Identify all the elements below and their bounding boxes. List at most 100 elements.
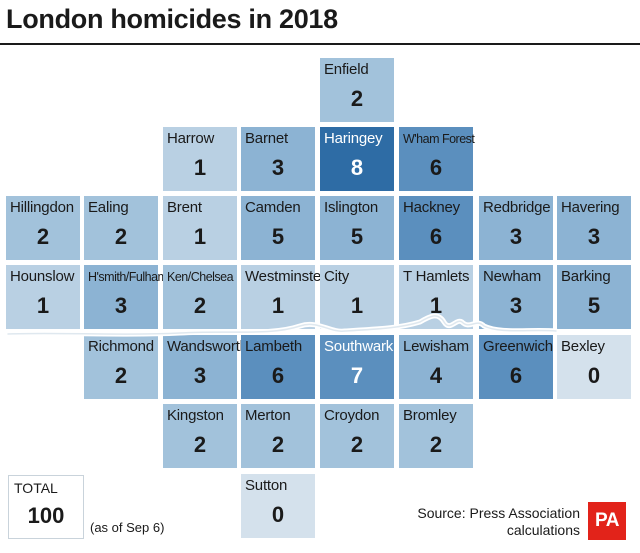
borough-tile-lewisham: Lewisham 4 [399,335,473,399]
borough-tile-westminster: Westminster1 [241,265,315,329]
borough-value: 3 [163,363,237,389]
borough-tile-t-hamlets: T Hamlets 1 [399,265,473,329]
total-value: 100 [9,503,83,529]
borough-tile-enfield: Enfield 2 [320,58,394,122]
borough-name: Islington [324,199,378,216]
borough-tile-city: City1 [320,265,394,329]
borough-value: 3 [241,155,315,181]
borough-value: 3 [479,224,553,250]
borough-tile-havering: Havering3 [557,196,631,260]
borough-name: Hounslow [10,268,74,285]
borough-name: Lewisham [403,338,469,355]
borough-value: 2 [320,432,394,458]
borough-name: Haringey [324,130,382,147]
borough-value: 6 [399,224,473,250]
borough-value: 2 [320,86,394,112]
borough-tile-barking: Barking 5 [557,265,631,329]
borough-value: 6 [479,363,553,389]
borough-value: 6 [241,363,315,389]
borough-tile-hackney: Hackney 6 [399,196,473,260]
borough-name: Ken/Chelsea [167,270,233,284]
borough-value: 8 [320,155,394,181]
borough-value: 7 [320,363,394,389]
total-box: TOTAL 100 [8,475,84,539]
borough-tile-brent: Brent 1 [163,196,237,260]
borough-name: Barking [561,268,610,285]
borough-tile-ealing: Ealing 2 [84,196,158,260]
borough-name: Hackney [403,199,460,216]
borough-value: 1 [241,293,315,319]
borough-tile-ken-chelsea: Ken/Chelsea 2 [163,265,237,329]
borough-name: Bexley [561,338,605,355]
borough-name: Camden [245,199,301,216]
borough-value: 2 [84,363,158,389]
borough-name: Croydon [324,407,379,424]
borough-tile-islington: Islington 5 [320,196,394,260]
borough-value: 1 [6,293,80,319]
title-rule [0,43,640,45]
borough-name: Redbridge [483,199,550,216]
borough-name: Bromley [403,407,457,424]
borough-name: Havering [561,199,619,216]
borough-value: 4 [399,363,473,389]
borough-name: H'smith/Fulham [88,270,167,284]
borough-name: Southwark [324,338,393,355]
borough-tile-harrow: Harrow 1 [163,127,237,191]
borough-value: 2 [6,224,80,250]
pa-logo: PA [588,502,626,540]
borough-value: 5 [557,293,631,319]
borough-name: Westminster [245,268,326,285]
borough-value: 5 [320,224,394,250]
borough-name: Richmond [88,338,154,355]
borough-tile-merton: Merton 2 [241,404,315,468]
borough-value: 2 [241,432,315,458]
borough-name: Wandsworth [167,338,248,355]
borough-value: 2 [84,224,158,250]
borough-tile-w-ham-forest: W'ham Forest6 [399,127,473,191]
borough-tile-camden: Camden 5 [241,196,315,260]
borough-name: Newham [483,268,541,285]
source-line-1: Source: Press Association [417,505,580,522]
borough-name: Ealing [88,199,129,216]
borough-value: 1 [163,155,237,181]
borough-name: Merton [245,407,291,424]
borough-tile-barnet: Barnet3 [241,127,315,191]
borough-tile-hounslow: Hounslow 1 [6,265,80,329]
borough-tile-kingston: Kingston 2 [163,404,237,468]
borough-tile-richmond: Richmond 2 [84,335,158,399]
borough-name: Enfield [324,61,368,78]
borough-value: 5 [241,224,315,250]
borough-name: W'ham Forest [403,132,474,146]
borough-name: City [324,268,349,285]
borough-name: T Hamlets [403,268,469,285]
borough-value: 3 [479,293,553,319]
borough-tile-bromley: Bromley 2 [399,404,473,468]
borough-tile-haringey: Haringey 8 [320,127,394,191]
borough-tile-newham: Newham 3 [479,265,553,329]
borough-name: Greenwich [483,338,553,355]
source-note: Source: Press Association calculations [417,505,580,539]
borough-name: Hillingdon [10,199,74,216]
borough-tile-sutton: Sutton0 [241,474,315,538]
borough-value: 0 [557,363,631,389]
total-label: TOTAL [14,480,58,496]
borough-value: 0 [241,502,315,528]
borough-tile-wandsworth: Wandsworth3 [163,335,237,399]
borough-value: 1 [399,293,473,319]
borough-tile-hillingdon: Hillingdon 2 [6,196,80,260]
as-of-note: (as of Sep 6) [90,520,164,535]
borough-value: 2 [163,293,237,319]
borough-name: Brent [167,199,202,216]
borough-tile-greenwich: Greenwich 6 [479,335,553,399]
borough-value: 2 [163,432,237,458]
borough-tile-redbridge: Redbridge 3 [479,196,553,260]
borough-name: Kingston [167,407,224,424]
borough-tile-bexley: Bexley 0 [557,335,631,399]
borough-value: 2 [399,432,473,458]
borough-value: 1 [163,224,237,250]
page-title: London homicides in 2018 [6,4,338,35]
borough-name: Harrow [167,130,214,147]
borough-tile-croydon: Croydon 2 [320,404,394,468]
borough-tile-southwark: Southwark 7 [320,335,394,399]
borough-tile-lambeth: Lambeth6 [241,335,315,399]
